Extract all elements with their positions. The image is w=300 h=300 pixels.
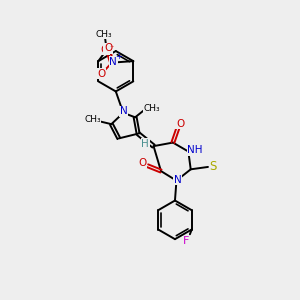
Text: NH: NH — [187, 145, 202, 155]
Text: S: S — [210, 160, 217, 172]
Text: O: O — [101, 45, 109, 55]
Text: F: F — [183, 236, 190, 246]
Text: O: O — [98, 69, 106, 79]
Text: H: H — [141, 139, 149, 149]
Text: CH₃: CH₃ — [95, 30, 112, 39]
Text: N: N — [109, 57, 117, 67]
Text: N: N — [174, 175, 182, 185]
Text: O: O — [138, 158, 146, 168]
Text: ⁻: ⁻ — [109, 43, 113, 52]
Text: +: + — [115, 52, 122, 61]
Text: O: O — [176, 118, 184, 128]
Text: O: O — [104, 44, 112, 53]
Text: CH₃: CH₃ — [144, 103, 160, 112]
Text: CH₃: CH₃ — [84, 115, 101, 124]
Text: N: N — [120, 106, 128, 116]
